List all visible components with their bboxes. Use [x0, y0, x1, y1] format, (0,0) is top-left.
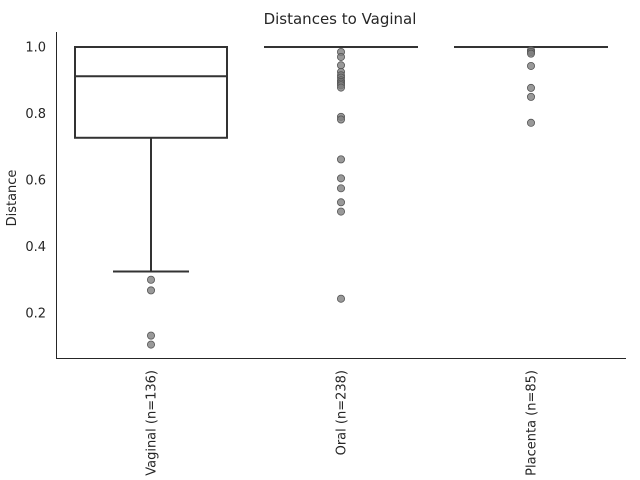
y-tick-label: 0.8 — [25, 107, 46, 122]
box-group — [454, 46, 608, 127]
outlier-point — [336, 198, 345, 207]
axes-spines — [56, 32, 626, 359]
y-tick-label: 0.6 — [25, 174, 46, 189]
outlier-point — [336, 61, 345, 70]
outlier-point — [527, 83, 536, 92]
y-axis-label: Distance — [5, 170, 20, 227]
outlier-point — [527, 92, 536, 101]
box-iqr — [74, 46, 228, 139]
outlier-point — [146, 286, 155, 295]
outlier-point — [336, 52, 345, 61]
x-tick-label: Placenta (n=85) — [525, 370, 540, 476]
outlier-point — [146, 331, 155, 340]
chart-title: Distances to Vaginal — [264, 10, 417, 28]
y-axis-ticks: 0.2 0.4 0.6 0.8 1.0 — [25, 41, 46, 322]
x-tick-label: Oral (n=238) — [335, 370, 350, 455]
box-group — [264, 46, 418, 303]
outlier-point — [336, 207, 345, 216]
box-series — [74, 46, 608, 349]
y-tick-label: 0.2 — [25, 307, 46, 322]
outlier-point — [336, 155, 345, 164]
outlier-point — [336, 184, 345, 193]
outlier-point — [527, 49, 536, 58]
x-tick-label: Vaginal (n=136) — [145, 370, 160, 476]
box-group — [74, 46, 228, 349]
outlier-point — [527, 61, 536, 70]
outlier-point — [336, 294, 345, 303]
outlier-point — [146, 275, 155, 284]
outlier-point — [336, 174, 345, 183]
y-tick-label: 0.4 — [25, 240, 46, 255]
x-axis-ticks: Vaginal (n=136) Oral (n=238) Placenta (n=8… — [145, 370, 540, 476]
outlier-point — [146, 340, 155, 349]
outlier-point — [336, 115, 345, 124]
outlier-point — [336, 83, 345, 92]
y-tick-label: 1.0 — [25, 41, 46, 56]
outlier-point — [527, 118, 536, 127]
